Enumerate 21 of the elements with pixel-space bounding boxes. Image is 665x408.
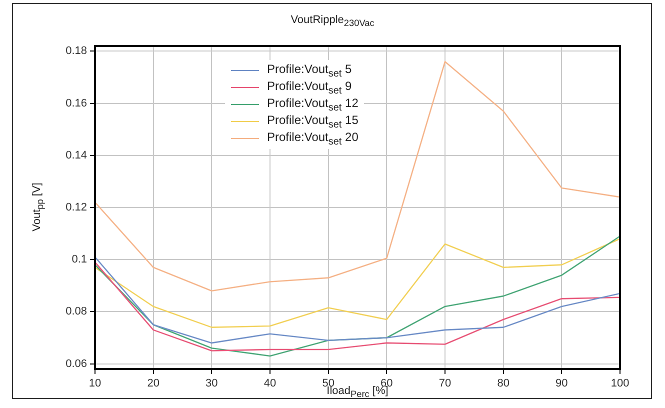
x-tick-label: 70 [438,378,452,390]
x-tick-label: 90 [556,378,568,390]
y-tick-label: 0.12 [66,202,87,214]
y-tick-label: 0.16 [66,97,87,110]
y-tick-label: 0.1 [72,254,87,266]
legend-label: Profile:Vout$_{set}$ 20 [267,130,358,148]
y-tick-label: 0.06 [66,358,87,370]
chart-title: VoutRipple$_{230Vac}$ [290,14,376,28]
legend-label: Profile:Vout$_{set}$ 15 [267,112,358,130]
y-tick-label: 0.08 [66,306,87,318]
x-tick-label: 30 [206,378,218,390]
legend-label: Profile:Vout$_{set}$ 9 [267,78,352,96]
x-tick-label: 20 [147,378,160,390]
x-tick-label: 100 [610,378,630,390]
x-tick-label: 40 [264,378,276,390]
legend-label: Profile:Vout$_{set}$ 12 [267,96,358,114]
legend-label: Profile:Vout$_{set}$ 5 [267,62,352,80]
y-tick-label: 0.18 [66,45,87,58]
y-tick-label: 0.14 [66,149,87,162]
x-tick-label: 80 [497,378,510,390]
x-tick-label: 10 [88,378,102,390]
